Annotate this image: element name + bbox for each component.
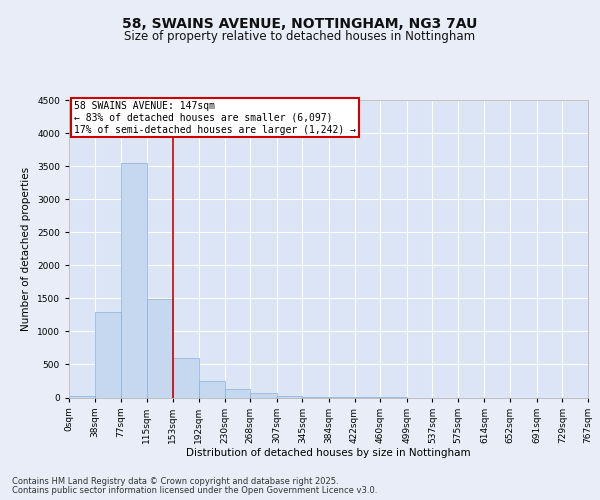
Bar — [250, 393, 277, 398]
Text: Contains public sector information licensed under the Open Government Licence v3: Contains public sector information licen… — [12, 486, 377, 495]
Text: Contains HM Land Registry data © Crown copyright and database right 2025.: Contains HM Land Registry data © Crown c… — [12, 477, 338, 486]
Bar — [121, 164, 147, 398]
Text: Size of property relative to detached houses in Nottingham: Size of property relative to detached ho… — [124, 30, 476, 43]
Text: 58 SWAINS AVENUE: 147sqm
← 83% of detached houses are smaller (6,097)
17% of sem: 58 SWAINS AVENUE: 147sqm ← 83% of detach… — [74, 102, 356, 134]
Text: 58, SWAINS AVENUE, NOTTINGHAM, NG3 7AU: 58, SWAINS AVENUE, NOTTINGHAM, NG3 7AU — [122, 18, 478, 32]
Bar — [173, 358, 199, 398]
Bar — [95, 312, 121, 398]
Bar — [147, 299, 173, 398]
Bar — [302, 397, 329, 398]
Y-axis label: Number of detached properties: Number of detached properties — [22, 166, 31, 331]
Bar — [224, 389, 250, 398]
Bar — [199, 381, 224, 398]
Bar — [277, 396, 302, 398]
X-axis label: Distribution of detached houses by size in Nottingham: Distribution of detached houses by size … — [186, 448, 471, 458]
Bar — [69, 396, 95, 398]
